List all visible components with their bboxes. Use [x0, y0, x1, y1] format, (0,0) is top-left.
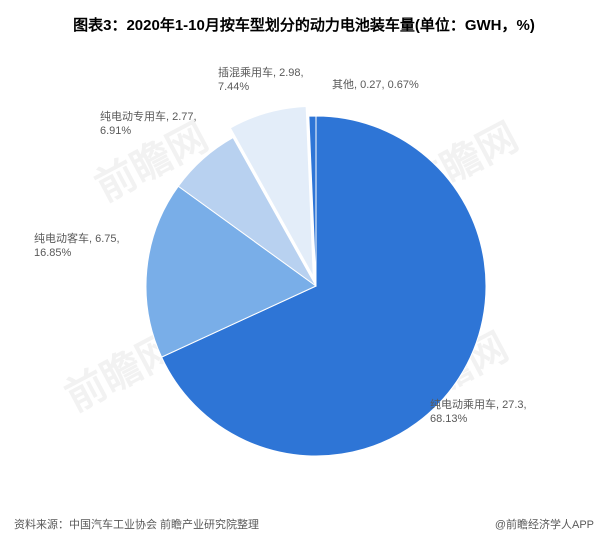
data-source: 资料来源：中国汽车工业协会 前瞻产业研究院整理: [14, 516, 259, 532]
slice-label: 其他, 0.27, 0.67%: [332, 78, 419, 92]
slice-label: 纯电动客车, 6.75,16.85%: [34, 232, 120, 261]
slice-label: 纯电动专用车, 2.77,6.91%: [100, 110, 197, 139]
slice-label: 纯电动乘用车, 27.3,68.13%: [430, 398, 527, 427]
brand-credit: @前瞻经济学人APP: [495, 516, 594, 532]
slice-label: 插混乘用车, 2.98,7.44%: [218, 66, 304, 95]
